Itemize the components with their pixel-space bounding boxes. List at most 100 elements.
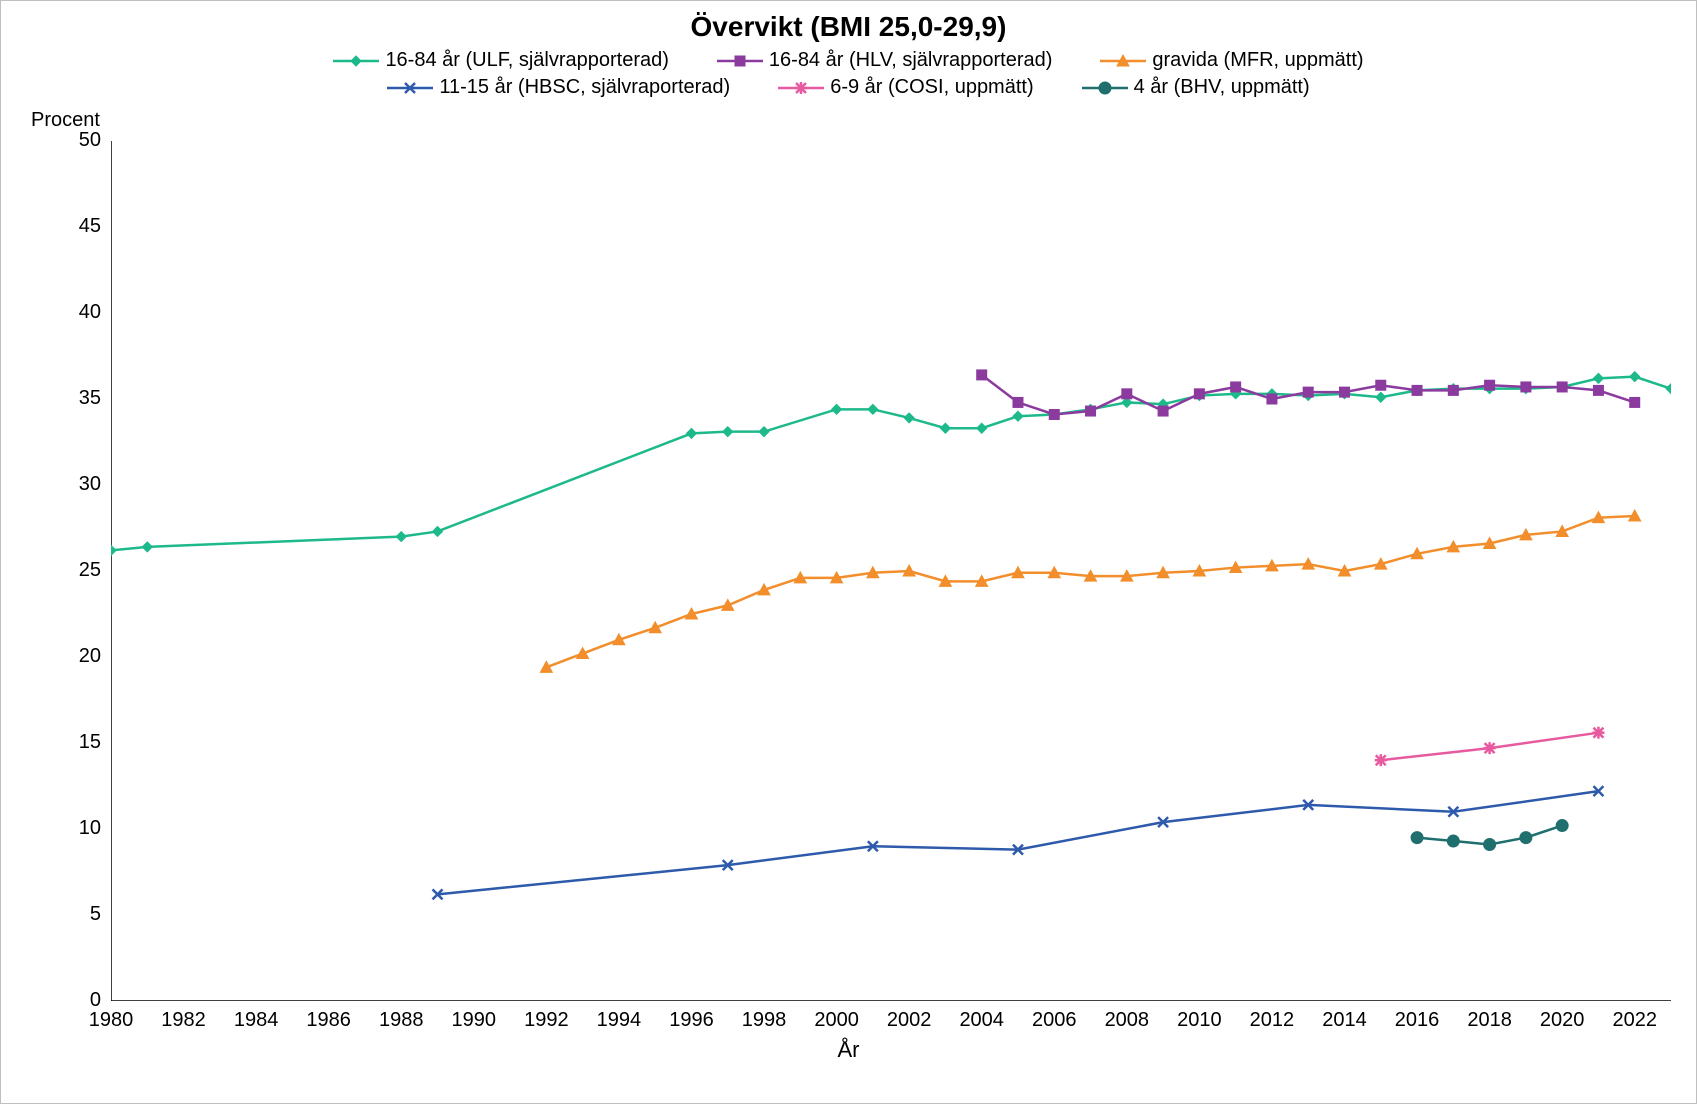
series-marker-hlv [1412, 385, 1422, 395]
legend: 16-84 år (ULF, självrapporterad) 16-84 år… [1, 49, 1696, 99]
legend-label-ulf: 16-84 år (ULF, självrapporterad) [385, 49, 668, 72]
x-tick-label: 1980 [89, 1009, 134, 1032]
legend-swatch-hlv [717, 52, 763, 70]
series-marker-ulf [142, 542, 152, 552]
series-marker-ulf [686, 428, 696, 438]
legend-item-mfr: gravida (MFR, uppmätt) [1100, 49, 1363, 72]
x-tick-label: 1992 [524, 1009, 569, 1032]
y-tick-label: 30 [61, 473, 101, 496]
legend-swatch-bhv [1082, 79, 1128, 97]
series-marker-ulf [1630, 372, 1640, 382]
series-marker-hlv [1448, 385, 1458, 395]
series-line-mfr [546, 516, 1634, 667]
x-axis-label: År [1, 1037, 1696, 1063]
x-tick-label: 1996 [669, 1009, 714, 1032]
legend-swatch-cosi [778, 79, 824, 97]
series-marker-hlv [1158, 406, 1168, 416]
series-marker-hlv [1630, 397, 1640, 407]
x-tick-label: 2020 [1540, 1009, 1585, 1032]
legend-label-bhv: 4 år (BHV, uppmätt) [1134, 76, 1310, 99]
series-marker-ulf [759, 427, 769, 437]
series-marker-ulf [111, 545, 116, 555]
series-marker-hlv [1122, 389, 1132, 399]
legend-label-cosi: 6-9 år (COSI, uppmätt) [830, 76, 1033, 99]
x-tick-label: 1986 [306, 1009, 351, 1032]
series-marker-ulf [868, 404, 878, 414]
legend-item-ulf: 16-84 år (ULF, självrapporterad) [333, 49, 668, 72]
series-marker-hlv [1267, 394, 1277, 404]
series-marker-hlv [1049, 409, 1059, 419]
legend-swatch-mfr [1100, 52, 1146, 70]
series-marker-hlv [1485, 380, 1495, 390]
legend-label-hbsc: 11-15 år (HBSC, självraporterad) [439, 76, 730, 99]
series-marker-ulf [904, 413, 914, 423]
y-tick-label: 25 [61, 559, 101, 582]
series-line-hbsc [438, 791, 1599, 894]
series-marker-hlv [1339, 387, 1349, 397]
x-tick-label: 1998 [742, 1009, 787, 1032]
series-marker-ulf [977, 423, 987, 433]
series-marker-ulf [940, 423, 950, 433]
plot-area [111, 141, 1671, 1001]
y-tick-label: 20 [61, 645, 101, 668]
chart-title: Övervikt (BMI 25,0-29,9) [1, 11, 1696, 43]
legend-item-hlv: 16-84 år (HLV, självrapporterad) [717, 49, 1052, 72]
series-marker-hlv [1593, 385, 1603, 395]
series-marker-ulf [1593, 373, 1603, 383]
legend-item-bhv: 4 år (BHV, uppmätt) [1082, 76, 1310, 99]
y-tick-label: 50 [61, 129, 101, 152]
series-marker-ulf [1666, 384, 1671, 394]
series-marker-hlv [1557, 382, 1567, 392]
legend-label-mfr: gravida (MFR, uppmätt) [1152, 49, 1363, 72]
series-line-ulf [111, 377, 1671, 551]
y-tick-label: 45 [61, 215, 101, 238]
legend-label-hlv: 16-84 år (HLV, självrapporterad) [769, 49, 1052, 72]
legend-swatch-hbsc [387, 79, 433, 97]
x-tick-label: 2018 [1467, 1009, 1512, 1032]
x-tick-label: 2014 [1322, 1009, 1367, 1032]
series-marker-bhv [1447, 835, 1459, 847]
series-marker-ulf [433, 526, 443, 536]
series-marker-hlv [1303, 387, 1313, 397]
series-marker-hlv [977, 370, 987, 380]
x-tick-label: 1984 [234, 1009, 279, 1032]
series-marker-hlv [1521, 382, 1531, 392]
series-marker-bhv [1520, 832, 1532, 844]
series-marker-ulf [832, 404, 842, 414]
x-tick-label: 1990 [452, 1009, 497, 1032]
x-tick-label: 1988 [379, 1009, 424, 1032]
x-tick-label: 2022 [1612, 1009, 1657, 1032]
series-marker-ulf [723, 427, 733, 437]
series-marker-hlv [1376, 380, 1386, 390]
series-marker-ulf [1376, 392, 1386, 402]
series-marker-cosi [1484, 742, 1496, 754]
series-marker-bhv [1411, 832, 1423, 844]
series-marker-hlv [1086, 406, 1096, 416]
legend-swatch-ulf [333, 52, 379, 70]
x-tick-label: 2002 [887, 1009, 932, 1032]
x-tick-label: 2008 [1105, 1009, 1150, 1032]
y-tick-label: 5 [61, 903, 101, 926]
y-tick-label: 35 [61, 387, 101, 410]
y-tick-label: 15 [61, 731, 101, 754]
y-tick-label: 10 [61, 817, 101, 840]
series-marker-cosi [1592, 727, 1604, 739]
x-tick-label: 2012 [1250, 1009, 1295, 1032]
x-tick-label: 2010 [1177, 1009, 1222, 1032]
series-marker-ulf [396, 532, 406, 542]
x-tick-label: 1982 [161, 1009, 206, 1032]
x-tick-label: 2004 [959, 1009, 1004, 1032]
x-tick-label: 2006 [1032, 1009, 1077, 1032]
x-tick-label: 1994 [597, 1009, 642, 1032]
series-marker-hlv [1013, 397, 1023, 407]
x-tick-label: 2000 [814, 1009, 859, 1032]
x-tick-label: 2016 [1395, 1009, 1440, 1032]
chart-container: Övervikt (BMI 25,0-29,9) 16-84 år (ULF, … [0, 0, 1697, 1104]
y-tick-label: 40 [61, 301, 101, 324]
series-marker-cosi [1375, 754, 1387, 766]
legend-item-cosi: 6-9 år (COSI, uppmätt) [778, 76, 1033, 99]
series-marker-bhv [1556, 820, 1568, 832]
series-marker-ulf [1013, 411, 1023, 421]
series-marker-hlv [1231, 382, 1241, 392]
legend-item-hbsc: 11-15 år (HBSC, självraporterad) [387, 76, 730, 99]
